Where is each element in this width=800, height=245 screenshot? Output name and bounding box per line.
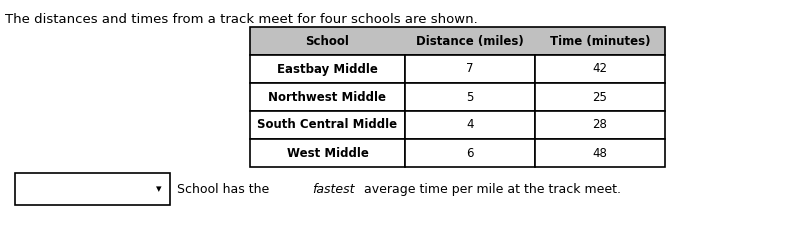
Bar (250, 83, 405, 111)
Text: Northwest Middle: Northwest Middle (269, 90, 386, 103)
Text: 48: 48 (593, 147, 607, 159)
Bar (405, 111, 535, 139)
Bar (15, 173, 170, 205)
Text: Eastbay Middle: Eastbay Middle (277, 62, 378, 75)
Text: West Middle: West Middle (286, 147, 369, 159)
Text: 7: 7 (466, 62, 474, 75)
Text: ▾: ▾ (156, 184, 162, 194)
Text: 25: 25 (593, 90, 607, 103)
Text: fastest: fastest (312, 183, 354, 196)
Text: The distances and times from a track meet for four schools are shown.: The distances and times from a track mee… (5, 13, 478, 26)
Bar (250, 27, 665, 55)
Text: 6: 6 (466, 147, 474, 159)
Text: 42: 42 (593, 62, 607, 75)
Bar (250, 139, 405, 167)
Bar (535, 111, 665, 139)
Bar (250, 55, 405, 83)
Text: 28: 28 (593, 119, 607, 132)
Text: 5: 5 (466, 90, 474, 103)
Text: School has the: School has the (177, 183, 274, 196)
Bar (250, 111, 405, 139)
Text: South Central Middle: South Central Middle (258, 119, 398, 132)
Bar (405, 83, 535, 111)
Text: School: School (306, 35, 350, 48)
Text: average time per mile at the track meet.: average time per mile at the track meet. (360, 183, 621, 196)
Bar (405, 55, 535, 83)
Text: Distance (miles): Distance (miles) (416, 35, 524, 48)
Bar (405, 139, 535, 167)
Bar (535, 83, 665, 111)
Bar (535, 139, 665, 167)
Text: 4: 4 (466, 119, 474, 132)
Text: Time (minutes): Time (minutes) (550, 35, 650, 48)
Bar (535, 55, 665, 83)
